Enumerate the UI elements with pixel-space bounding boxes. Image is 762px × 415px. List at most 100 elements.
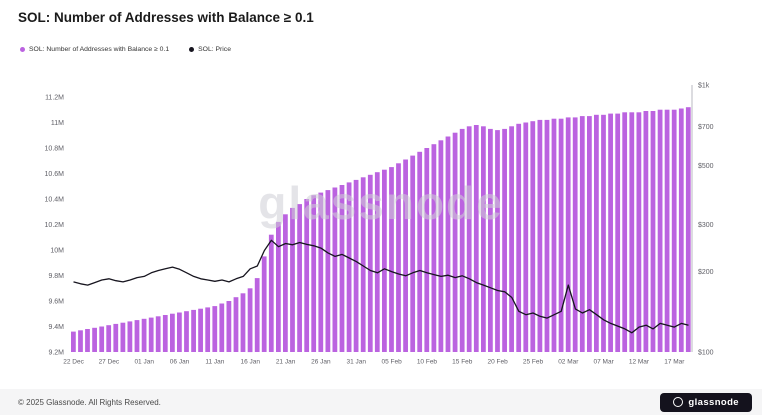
bar — [643, 111, 649, 352]
bar — [374, 172, 380, 352]
legend-item-addresses[interactable]: SOL: Number of Addresses with Balance ≥ … — [20, 46, 169, 53]
bar — [537, 119, 543, 353]
axis-tick-label: $700 — [698, 124, 714, 131]
bar — [297, 204, 302, 352]
bar — [191, 309, 196, 352]
bar — [396, 163, 401, 352]
axis-tick-label: $1k — [698, 83, 710, 90]
bar — [403, 159, 408, 352]
bar — [650, 111, 656, 352]
footer: © 2025 Glassnode. All Rights Reserved. g… — [0, 389, 762, 415]
bar — [466, 126, 472, 352]
bar — [240, 293, 246, 352]
axis-tick-label: 9.2M — [48, 350, 64, 357]
axis-tick-label: 12 Mar — [629, 359, 650, 366]
glassnode-badge-label: glassnode — [688, 396, 739, 408]
bar — [410, 155, 416, 352]
bar — [219, 303, 225, 352]
axis-tick-label: 01 Jan — [134, 359, 154, 366]
bar — [530, 121, 536, 352]
bar — [509, 126, 514, 352]
bar — [594, 114, 599, 352]
bar — [459, 128, 465, 352]
bar — [346, 182, 352, 352]
bar — [664, 109, 670, 352]
bar — [657, 109, 663, 352]
axis-tick-label: 06 Jan — [170, 359, 190, 366]
bar — [622, 112, 628, 352]
bar — [141, 318, 147, 352]
bar — [162, 315, 168, 352]
bar — [233, 297, 239, 352]
bar — [92, 327, 97, 352]
bar — [389, 167, 394, 352]
bar — [502, 128, 507, 352]
bar — [629, 112, 635, 352]
bar — [276, 221, 281, 352]
bar — [495, 130, 500, 352]
axis-tick-label: $500 — [698, 163, 714, 170]
glassnode-logo-icon — [673, 397, 684, 407]
axis-tick-label: 22 Dec — [63, 359, 84, 366]
bar — [678, 108, 684, 352]
bar — [254, 278, 260, 352]
bar — [325, 190, 331, 352]
bar — [382, 169, 387, 352]
axis-tick-label: 20 Feb — [488, 359, 509, 366]
axis-tick-label: 10.8M — [45, 146, 65, 153]
axis-tick-label: 16 Jan — [240, 359, 260, 366]
bar — [177, 312, 182, 352]
bar — [431, 144, 437, 352]
axis-tick-label: 9.8M — [48, 273, 64, 280]
axis-tick-label: 11M — [51, 120, 64, 127]
bar — [438, 140, 444, 352]
legend: SOL: Number of Addresses with Balance ≥ … — [20, 46, 231, 53]
axis-tick-label: 11.2M — [45, 95, 64, 102]
price-line — [73, 239, 689, 334]
bar — [671, 109, 677, 352]
bar — [636, 112, 642, 352]
axis-tick-label: 15 Feb — [452, 359, 473, 366]
bar — [170, 313, 175, 352]
bar — [445, 136, 451, 352]
legend-item-price[interactable]: SOL: Price — [189, 46, 231, 53]
bar — [615, 113, 621, 352]
bar — [78, 330, 83, 352]
bar — [544, 119, 550, 353]
bar — [558, 118, 564, 352]
bar — [353, 179, 359, 352]
axis-tick-label: 26 Jan — [311, 359, 331, 366]
bar — [318, 192, 324, 352]
address-bars-series — [71, 107, 691, 353]
bar — [579, 116, 585, 352]
bar — [685, 107, 691, 352]
axis-tick-label: 9.6M — [48, 299, 64, 306]
page-title: SOL: Number of Addresses with Balance ≥ … — [18, 10, 314, 25]
bar — [572, 117, 578, 353]
bar — [85, 329, 90, 352]
bar — [481, 126, 486, 352]
legend-marker-addresses-icon — [20, 47, 25, 52]
axis-tick-label: 05 Feb — [381, 359, 402, 366]
axis-tick-label: 21 Jan — [276, 359, 296, 366]
axis-tick-label: 11 Jan — [205, 359, 224, 366]
bar — [367, 174, 373, 352]
axis-tick-label: 31 Jan — [346, 359, 366, 366]
axis-tick-label: 25 Feb — [523, 359, 544, 366]
bar — [212, 306, 218, 352]
axis-tick-label: 10.2M — [45, 222, 65, 229]
bar — [551, 118, 557, 352]
bar — [268, 234, 274, 352]
bar — [601, 114, 606, 352]
bar — [339, 185, 345, 352]
bar — [417, 151, 423, 352]
glassnode-badge[interactable]: glassnode — [660, 392, 752, 412]
bar — [304, 199, 310, 352]
bar — [247, 288, 253, 353]
bar — [424, 148, 430, 352]
bar — [106, 325, 112, 352]
bar — [488, 128, 493, 352]
bar — [516, 123, 522, 352]
bar — [120, 322, 126, 352]
